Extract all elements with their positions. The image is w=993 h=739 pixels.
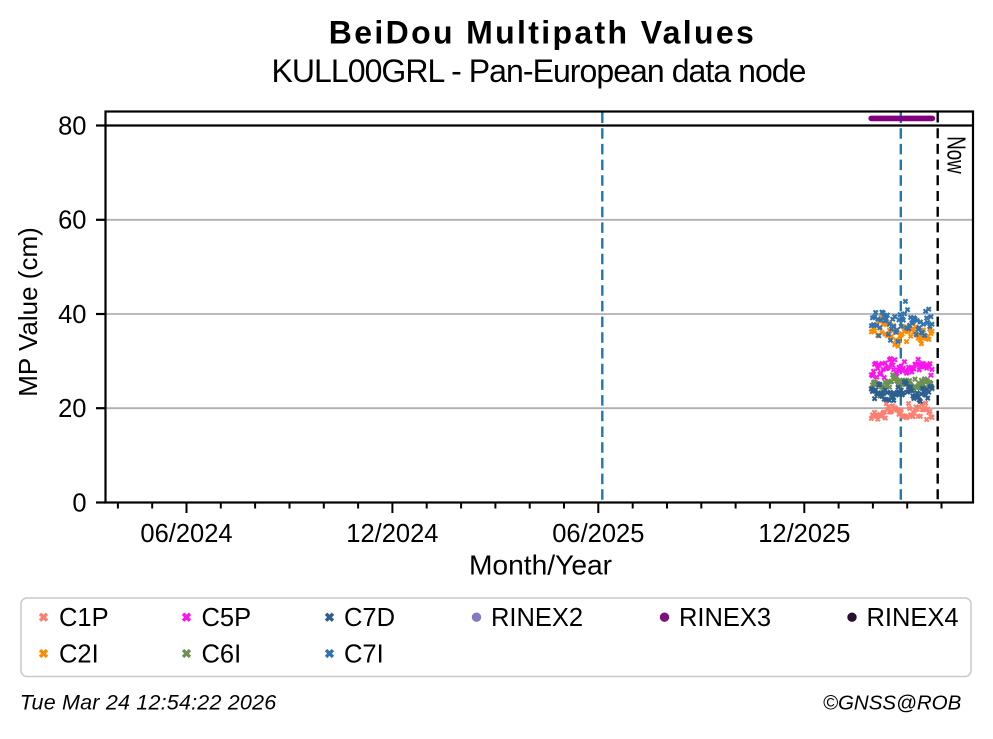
- svg-text:40: 40: [58, 301, 86, 329]
- svg-text:KULL00GRL - Pan-European data: KULL00GRL - Pan-European data node: [271, 53, 805, 89]
- svg-text:MP Value (cm): MP Value (cm): [13, 227, 43, 397]
- svg-text:06/2025: 06/2025: [552, 520, 644, 548]
- svg-text:Tue Mar 24 12:54:22 2026: Tue Mar 24 12:54:22 2026: [20, 690, 277, 714]
- svg-text:C7I: C7I: [344, 640, 384, 668]
- svg-text:RINEX3: RINEX3: [679, 604, 771, 632]
- svg-text:12/2025: 12/2025: [758, 520, 850, 548]
- svg-text:12/2024: 12/2024: [346, 520, 438, 548]
- svg-text:Now: Now: [942, 136, 972, 174]
- svg-text:C7D: C7D: [344, 604, 395, 632]
- svg-text:80: 80: [58, 112, 86, 140]
- svg-text:60: 60: [58, 207, 86, 235]
- svg-text:C6I: C6I: [202, 640, 242, 668]
- svg-text:0: 0: [72, 489, 86, 517]
- svg-text:RINEX4: RINEX4: [867, 604, 959, 632]
- svg-text:06/2024: 06/2024: [140, 520, 232, 548]
- svg-text:C5P: C5P: [202, 604, 252, 632]
- svg-text:RINEX2: RINEX2: [491, 604, 583, 632]
- svg-text:C1P: C1P: [59, 604, 109, 632]
- svg-text:BeiDou Multipath Values: BeiDou Multipath Values: [329, 15, 756, 51]
- svg-text:20: 20: [58, 395, 86, 423]
- svg-text:©GNSS@ROB: ©GNSS@ROB: [823, 691, 961, 714]
- svg-text:Month/Year: Month/Year: [469, 549, 612, 581]
- svg-text:C2I: C2I: [59, 640, 99, 668]
